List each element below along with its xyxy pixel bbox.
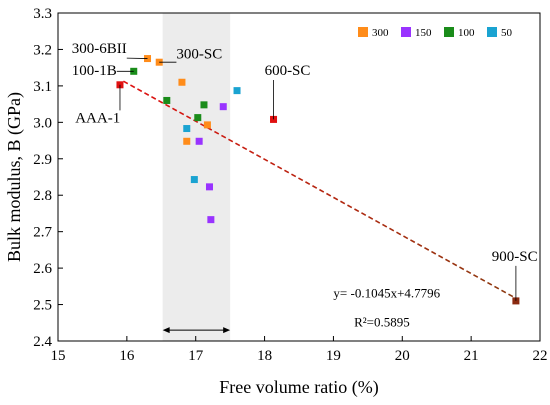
y-axis-title: Bulk modulus, B (GPa): [4, 92, 25, 262]
legend-label-100: 100: [458, 27, 475, 39]
band-arrow-right-head: [223, 327, 231, 334]
series-150-point: [219, 103, 227, 111]
y-tick-label: 2.5: [33, 298, 52, 314]
y-tick-label: 2.8: [33, 188, 52, 204]
x-axis-title: Free volume ratio (%): [219, 377, 378, 398]
point-label: 900-SC: [492, 249, 538, 265]
y-tick-label: 2.9: [33, 152, 52, 168]
y-tick-label: 3.2: [33, 42, 52, 58]
series-150-point: [207, 216, 215, 224]
series-100-point: [194, 114, 202, 122]
x-tick-label: 22: [533, 348, 548, 364]
series-100-point: [163, 96, 171, 104]
y-tick-label: 2.6: [33, 261, 52, 277]
legend-label-300: 300: [372, 27, 389, 39]
legend-label-50: 50: [501, 27, 513, 39]
x-tick-label: 17: [188, 348, 204, 364]
series-150-point: [205, 183, 213, 191]
legend-swatch-150: [401, 27, 411, 37]
series-100-point: [200, 101, 208, 109]
series-300-point: [203, 121, 211, 129]
legend-label-150: 150: [415, 27, 432, 39]
series-50-point: [233, 87, 241, 95]
y-tick-label: 2.7: [33, 225, 52, 241]
point-label: 100-1B: [72, 63, 117, 79]
y-tick-label: 2.4: [33, 334, 52, 350]
x-tick-label: 19: [326, 348, 341, 364]
x-tick-label: 16: [119, 348, 135, 364]
fit-r-squared: R²=0.5895: [354, 314, 410, 329]
y-tick-label: 3.1: [33, 79, 52, 95]
series-50-point: [190, 176, 198, 184]
x-tick-label: 21: [464, 348, 479, 364]
point-label: AAA-1: [75, 110, 120, 126]
fit-equation: y= -0.1045x+4.7796: [333, 285, 440, 300]
legend-swatch-300: [358, 27, 368, 37]
series-150-point: [195, 137, 203, 145]
x-tick-label: 20: [395, 348, 410, 364]
x-tick-label: 18: [257, 348, 272, 364]
point-label: 600-SC: [265, 63, 311, 79]
band-arrow-left-head: [162, 327, 170, 334]
y-tick-label: 3.0: [33, 115, 52, 131]
series-50-point: [183, 125, 191, 133]
legend-swatch-100: [444, 27, 454, 37]
fit-line: [123, 80, 517, 299]
series-300-point: [183, 137, 191, 145]
series-300-point: [178, 78, 186, 86]
point-label: 300-SC: [176, 47, 222, 63]
point-label: 300-6BII: [72, 41, 127, 57]
y-tick-label: 3.3: [33, 6, 52, 22]
legend-swatch-50: [487, 27, 497, 37]
x-tick-label: 15: [51, 348, 66, 364]
plot-frame: [57, 12, 541, 342]
